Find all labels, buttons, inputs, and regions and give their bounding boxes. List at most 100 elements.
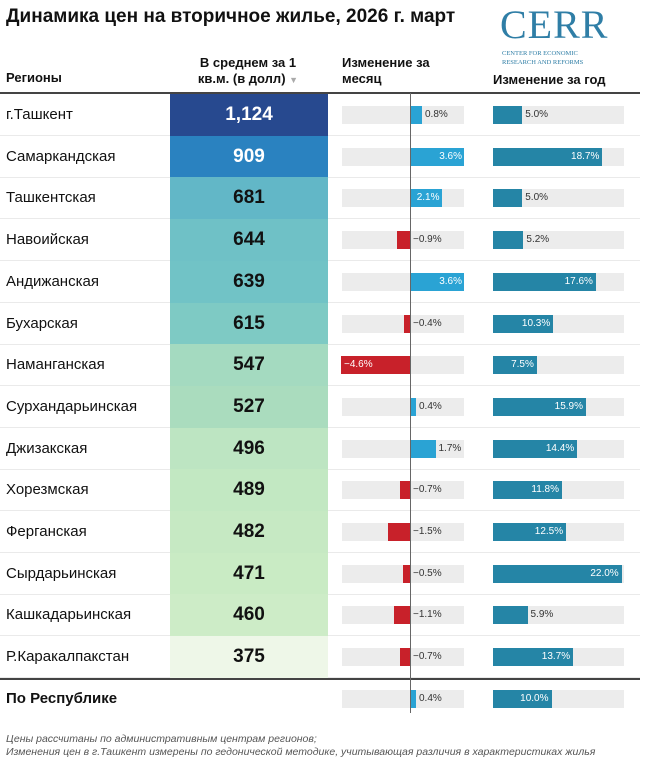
region-name: Ферганская	[6, 523, 87, 540]
month-label: −0.5%	[413, 567, 442, 579]
year-label: 10.3%	[521, 317, 551, 329]
month-label: 0.4%	[419, 693, 442, 704]
cerr-logo: CERR CENTER FOR ECONOMIC RESEARCH AND REF…	[500, 2, 640, 68]
header-divider	[0, 92, 640, 94]
year-bar	[493, 523, 567, 541]
price-cell: 375	[170, 636, 328, 679]
month-bar	[387, 523, 410, 541]
year-bar	[493, 356, 537, 375]
year-bar	[493, 314, 554, 333]
month-label: 3.6%	[439, 150, 462, 162]
region-name: г.Ташкент	[6, 106, 73, 123]
region-name: Сурхандарьинская	[6, 397, 138, 415]
year-bar	[493, 272, 596, 291]
year-bar	[493, 397, 586, 416]
region-name: Бухарская	[6, 314, 78, 332]
region-name: Сырдарьинская	[6, 564, 117, 582]
price-cell: 909	[170, 135, 328, 178]
region-name: Ташкентская	[6, 189, 96, 207]
region-name: Кашкадарьинская	[6, 606, 132, 624]
year-label: 14.4%	[545, 442, 575, 454]
region-name: Самаркандская	[6, 147, 116, 165]
table-row: Хорезмская 489 −0.7% 11.8%	[0, 469, 640, 512]
month-bar	[399, 481, 410, 500]
table-row: Кашкадарьинская 460 −1.1% 5.9%	[0, 594, 640, 637]
month-label: 2.1%	[416, 192, 440, 204]
header-year: Изменение за год	[493, 72, 606, 87]
year-label: 5.0%	[525, 109, 549, 120]
table-row: г.Ташкент 1,124 0.8% 5.0%	[0, 94, 640, 136]
year-label: 7.5%	[511, 359, 534, 371]
table-row: Бухарская 615 −0.4% 10.3%	[0, 302, 640, 345]
total-divider	[0, 678, 640, 680]
year-bar	[493, 690, 552, 708]
chart-title: Динамика цен на вторичное жилье, 2026 г.…	[6, 6, 456, 27]
year-label: 13.7%	[541, 651, 571, 663]
month-label: −0.7%	[413, 484, 442, 496]
price-cell: 681	[170, 177, 328, 220]
month-label: 3.6%	[439, 275, 462, 287]
table-row: Ферганская 482 −1.5% 12.5%	[0, 511, 640, 553]
year-bar	[493, 189, 523, 208]
year-label: 5.2%	[526, 234, 550, 246]
month-bar	[402, 564, 410, 583]
month-label: −0.7%	[413, 651, 442, 663]
table-row: Сырдарьинская 471 −0.5% 22.0%	[0, 552, 640, 595]
year-label: 17.6%	[564, 275, 593, 287]
table-row: Джизакская 496 1.7% 14.4%	[0, 427, 640, 470]
price-cell: 639	[170, 260, 328, 303]
table-row: Самаркандская 909 3.6% 18.7%	[0, 135, 640, 178]
year-label: 22.0%	[590, 567, 619, 579]
sort-icon[interactable]: ▼	[289, 75, 299, 85]
month-bar-bg	[342, 189, 464, 208]
price-cell: 644	[170, 219, 328, 262]
month-bar	[399, 648, 410, 667]
logo-text: CERR	[500, 2, 609, 47]
year-label: 10.0%	[520, 693, 549, 704]
month-bar	[393, 606, 410, 625]
month-bar	[410, 147, 464, 166]
month-bar-bg	[342, 397, 464, 416]
region-name: Навоийская	[6, 231, 89, 249]
month-bar	[396, 231, 410, 250]
year-label: 12.5%	[534, 526, 564, 537]
month-bar	[410, 272, 464, 291]
price-cell: 547	[170, 344, 328, 387]
region-name: Хорезмская	[6, 481, 89, 499]
logo-subtext: CENTER FOR ECONOMIC	[502, 50, 578, 57]
month-bar	[410, 189, 442, 208]
footnote: Изменения цен в г.Ташкент измерены по ге…	[6, 746, 596, 758]
month-bar	[410, 439, 436, 458]
year-label: 5.0%	[525, 192, 549, 204]
price-cell: 471	[170, 552, 328, 595]
month-bar	[410, 106, 422, 124]
year-bar-bg	[493, 231, 624, 250]
price-cell: 496	[170, 427, 328, 470]
month-label: 1.7%	[438, 442, 462, 454]
region-name: Андижанская	[6, 272, 99, 290]
table-row: Андижанская 639 3.6% 17.6%	[0, 260, 640, 303]
table-row: Навоийская 644 −0.9% 5.2%	[0, 219, 640, 262]
table-row: Р.Каракалпакстан 375 −0.7% 13.7%	[0, 636, 640, 679]
month-label: −0.4%	[413, 317, 442, 329]
year-bar	[493, 606, 528, 625]
table-row: Наманганская 547 −4.6% 7.5%	[0, 344, 640, 387]
month-bar	[404, 314, 410, 333]
month-bar-bg	[342, 314, 464, 333]
logo-subtext: RESEARCH AND REFORMS	[502, 59, 584, 66]
year-bar	[493, 147, 603, 166]
year-bar-bg	[493, 106, 624, 124]
header-price[interactable]: В среднем за 1 кв.м. (в долл) ▼	[197, 55, 299, 86]
price-cell: 615	[170, 302, 328, 345]
month-label: −1.1%	[413, 609, 442, 621]
month-bar	[410, 397, 416, 416]
month-label: 0.4%	[419, 400, 442, 412]
header-regions: Регионы	[6, 70, 62, 85]
price-cell: 1,124	[170, 94, 328, 136]
footnote: Цены рассчитаны по административным цент…	[6, 733, 317, 745]
price-cell: 460	[170, 594, 328, 637]
zero-axis	[410, 93, 411, 713]
year-label: 15.9%	[554, 400, 583, 412]
year-bar-bg	[493, 189, 624, 208]
